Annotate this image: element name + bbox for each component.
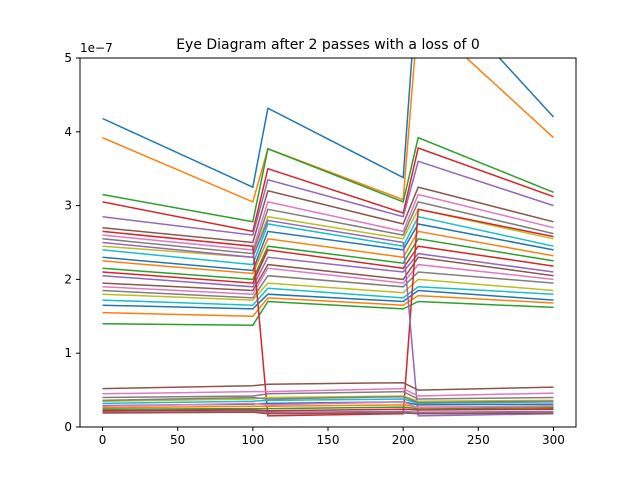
series-line	[102, 186, 554, 244]
series-line	[102, 193, 554, 251]
y-tick-label: 3	[64, 199, 72, 213]
series-line	[102, 300, 554, 326]
x-tick-label: 200	[392, 433, 415, 447]
series-line	[102, 390, 554, 400]
series-line	[102, 408, 554, 412]
series-line	[102, 411, 554, 415]
series-line	[102, 160, 554, 236]
series-line	[102, 395, 554, 404]
series-line	[102, 271, 554, 299]
series-line	[102, 58, 555, 203]
series-layer	[102, 58, 555, 417]
series-line	[102, 136, 554, 223]
series-line	[102, 286, 554, 306]
series-line	[102, 58, 555, 189]
series-line	[102, 256, 554, 292]
chart-title: Eye Diagram after 2 passes with a loss o…	[176, 37, 480, 53]
x-tick-label: 300	[542, 433, 565, 447]
series-line	[102, 395, 554, 402]
series-line	[102, 147, 554, 233]
x-tick-label: 0	[99, 433, 107, 447]
x-tick-label: 250	[467, 433, 490, 447]
series-line	[102, 294, 554, 318]
y-axis: 0 1 2 3 4 5	[64, 51, 80, 434]
series-line	[102, 278, 554, 301]
x-tick-label: 100	[241, 433, 264, 447]
y-tick-label: 0	[64, 420, 72, 434]
series-line	[102, 219, 554, 417]
series-line	[102, 208, 554, 417]
series-line	[102, 381, 554, 391]
x-tick-label: 150	[317, 433, 340, 447]
x-tick-label: 50	[170, 433, 185, 447]
series-line	[102, 406, 554, 411]
series-line	[102, 263, 554, 295]
y-offset-text: 1e−7	[80, 41, 113, 55]
series-line	[102, 215, 554, 266]
y-tick-label: 1	[64, 346, 72, 360]
y-tick-label: 2	[64, 272, 72, 286]
series-line	[102, 201, 554, 255]
series-line	[102, 245, 554, 284]
x-axis: 0 50 100 150 200 250 300	[99, 427, 565, 447]
y-tick-label: 4	[64, 125, 72, 139]
series-line	[102, 230, 554, 275]
series-line	[102, 252, 554, 288]
series-line	[102, 401, 554, 409]
series-line	[102, 289, 554, 310]
y-tick-label: 5	[64, 51, 72, 65]
series-line	[102, 398, 554, 405]
series-line	[102, 237, 554, 281]
series-line	[102, 223, 554, 272]
series-line	[102, 387, 554, 397]
